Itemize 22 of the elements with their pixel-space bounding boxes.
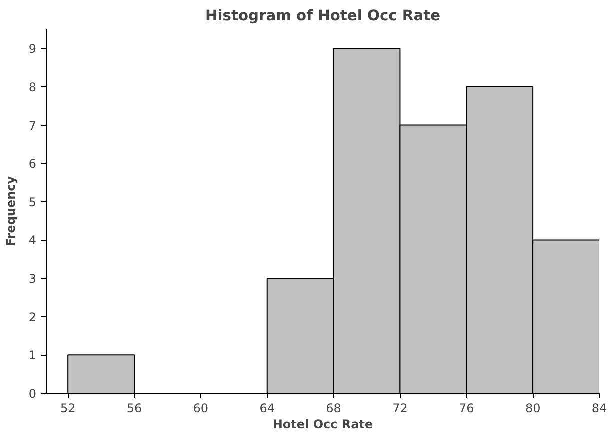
x-tick-label: 52 — [60, 402, 76, 416]
x-tick-label: 76 — [459, 402, 474, 416]
y-tick-label: 4 — [28, 234, 37, 248]
y-tick-label: 0 — [28, 387, 37, 401]
y-tick-label: 2 — [28, 310, 37, 324]
x-tick-label: 80 — [525, 402, 541, 416]
chart-title: Histogram of Hotel Occ Rate — [205, 8, 441, 24]
y-axis-title: Frequency — [4, 176, 18, 247]
y-tick-label: 6 — [28, 157, 37, 172]
y-tick-label: 9 — [28, 42, 37, 56]
x-tick-label: 72 — [392, 402, 408, 416]
y-tick-label: 3 — [28, 272, 37, 286]
x-tick-label: 84 — [592, 402, 608, 416]
x-axis-title: Hotel Occ Rate — [272, 418, 374, 432]
x-tick-label: 56 — [126, 402, 142, 416]
y-tick-label: 5 — [28, 195, 37, 210]
y-tick-label: 7 — [28, 118, 37, 133]
y-tick-label: 1 — [28, 348, 37, 363]
x-tick-label: 60 — [193, 402, 209, 416]
x-tick-label: 68 — [326, 402, 342, 416]
x-tick-label: 64 — [260, 402, 276, 416]
y-tick-label: 8 — [28, 80, 37, 94]
